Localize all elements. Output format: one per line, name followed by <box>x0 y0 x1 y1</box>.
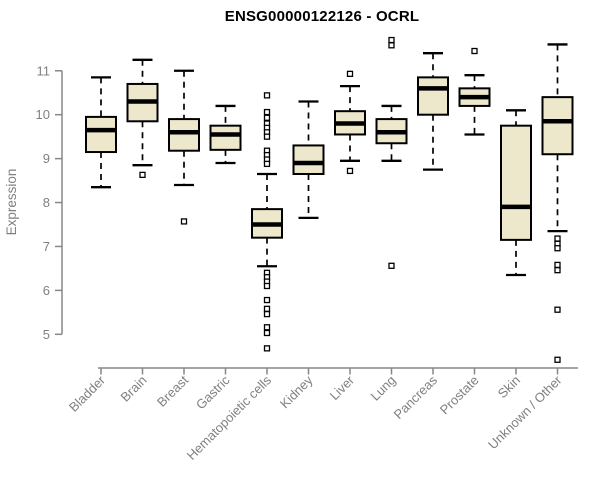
box-breast <box>168 118 200 152</box>
outlier-hematopoietic-cells <box>263 296 271 304</box>
outlier-unknown-other <box>554 235 561 242</box>
chart-title: ENSG00000122126 - OCRL <box>224 8 420 25</box>
box-pancreas <box>417 76 449 116</box>
outlier-hematopoietic-cells <box>263 133 271 140</box>
box-bladder <box>85 115 117 154</box>
outlier-hematopoietic-cells <box>263 282 271 290</box>
x-tick-label-skin: Skin <box>495 373 523 401</box>
x-tick-label-pancreas: Pancreas <box>391 372 441 422</box>
y-tick-label-7: 7 <box>43 239 50 254</box>
outlier-hematopoietic-cells <box>263 345 271 352</box>
outlier-lung <box>388 36 395 44</box>
x-tick-label-kidney: Kidney <box>277 372 316 411</box>
box-skin <box>500 124 532 241</box>
outlier-unknown-other <box>554 306 561 313</box>
y-tick-label-11: 11 <box>37 63 51 78</box>
x-tick-label-lung: Lung <box>368 373 399 404</box>
outlier-lung <box>388 262 395 269</box>
box-kidney <box>292 144 325 175</box>
outlier-hematopoietic-cells <box>263 160 271 168</box>
outlier-hematopoietic-cells <box>263 305 271 312</box>
x-tick-label-bladder: Bladder <box>66 372 109 415</box>
outlier-prostate <box>471 47 478 55</box>
outlier-unknown-other <box>554 356 561 363</box>
x-tick-label-breast: Breast <box>154 372 191 409</box>
box-gastric <box>209 124 242 151</box>
y-tick-label-8: 8 <box>43 195 50 210</box>
y-tick-label-5: 5 <box>43 327 50 342</box>
outlier-hematopoietic-cells <box>263 108 271 116</box>
outlier-lung <box>388 42 395 49</box>
outlier-unknown-other <box>554 245 561 252</box>
outlier-hematopoietic-cells <box>263 114 271 121</box>
x-tick-label-gastric: Gastric <box>193 372 233 412</box>
outlier-hematopoietic-cells <box>263 329 271 337</box>
x-tick-label-brain: Brain <box>118 373 150 405</box>
box-unknown-other <box>541 96 574 156</box>
y-tick-label-6: 6 <box>43 283 50 298</box>
outlier-unknown-other <box>554 261 561 269</box>
outlier-liver <box>346 167 354 175</box>
outlier-brain <box>139 171 146 179</box>
y-tick-label-10: 10 <box>36 107 50 122</box>
outlier-liver <box>346 70 354 78</box>
outlier-unknown-other <box>554 267 561 274</box>
x-tick-label-unknown-other: Unknown / Other <box>485 372 565 452</box>
x-tick-label-prostate: Prostate <box>437 373 482 418</box>
y-tick-label-9: 9 <box>43 151 50 166</box>
outlier-breast <box>180 218 188 225</box>
outlier-hematopoietic-cells <box>263 92 271 99</box>
x-tick-label-liver: Liver <box>327 372 358 403</box>
y-axis-title: Expression <box>4 169 19 236</box>
outlier-hematopoietic-cells <box>263 324 271 331</box>
outlier-hematopoietic-cells <box>263 310 271 318</box>
